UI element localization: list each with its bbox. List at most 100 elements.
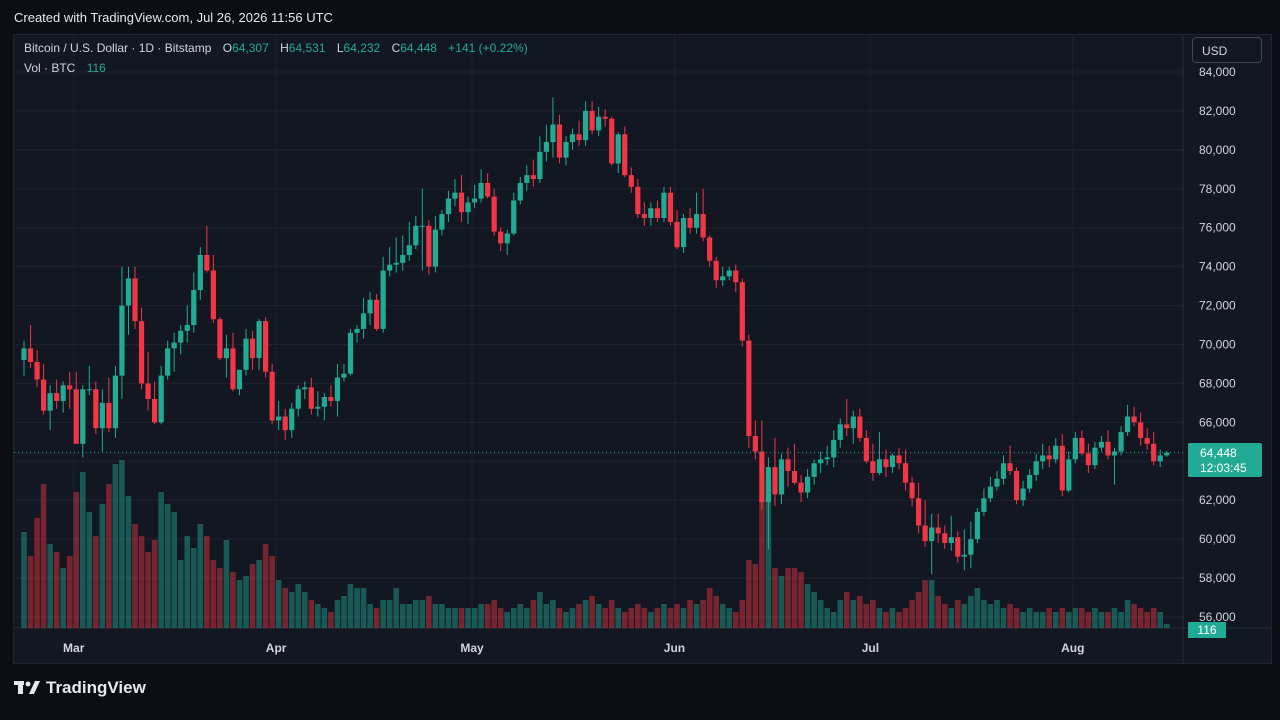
candle-body — [537, 151, 543, 180]
candle-body — [491, 196, 497, 232]
candle-body — [341, 373, 347, 378]
volume-bar — [217, 568, 223, 628]
volume-bar — [524, 608, 530, 628]
volume-bar — [1052, 612, 1059, 628]
volume-bar — [602, 608, 608, 628]
candle-body — [556, 124, 563, 158]
candle-body — [387, 264, 393, 271]
volume-bar — [935, 596, 941, 628]
candle-body — [661, 192, 667, 218]
volume-bar — [595, 604, 602, 628]
candle-body — [93, 389, 99, 429]
volume-bar — [1039, 612, 1046, 628]
volume-bar — [1085, 612, 1092, 628]
candle-body — [347, 332, 354, 374]
y-axis-tick-label: 78,000 — [1199, 182, 1236, 196]
candle-body — [1138, 422, 1144, 438]
footer — [0, 664, 1280, 720]
volume-bar — [184, 536, 191, 628]
volume-bar — [811, 592, 817, 628]
volume-bar — [804, 584, 811, 628]
volume-bar — [550, 600, 556, 628]
candle-body — [602, 116, 608, 119]
candle-body — [419, 225, 425, 227]
volume-bar — [393, 588, 400, 628]
volume-bar — [406, 604, 413, 628]
volume-bar — [954, 600, 961, 628]
candle-body — [249, 338, 256, 359]
candle-body — [400, 254, 406, 263]
candle-body — [733, 270, 739, 283]
volume-bar — [824, 608, 830, 628]
volume-bar — [876, 608, 883, 628]
volume-bar — [413, 600, 419, 628]
tradingview-logo-icon — [14, 681, 40, 694]
candle-body — [1144, 437, 1150, 444]
candle-body — [360, 313, 367, 329]
candle-body — [844, 424, 850, 429]
volume-bar — [164, 504, 171, 628]
open-value: 64,307 — [232, 41, 269, 55]
volume-bar — [1137, 608, 1144, 628]
last-volume-label: 116 — [1188, 622, 1226, 638]
candle-body — [439, 214, 445, 230]
x-axis-tick-label: Jul — [862, 641, 879, 655]
y-axis-tick-label: 80,000 — [1199, 143, 1236, 157]
volume-bar — [419, 600, 426, 628]
volume-legend: Vol · BTC 116 — [24, 61, 106, 75]
volume-bar — [719, 604, 726, 628]
candle-body — [432, 229, 438, 267]
candle-body — [785, 459, 791, 472]
currency-button[interactable]: USD — [1192, 37, 1262, 63]
candle-body — [1020, 488, 1026, 501]
volume-bar — [608, 600, 615, 628]
volume-label[interactable]: Vol · BTC — [24, 61, 76, 75]
volume-bar — [243, 576, 249, 628]
chart-frame[interactable] — [13, 34, 1272, 664]
volume-bar — [680, 608, 687, 628]
volume-bar — [883, 612, 889, 628]
volume-bar — [772, 568, 778, 628]
symbol-description[interactable]: Bitcoin / U.S. Dollar · 1D · Bitstamp — [24, 41, 212, 55]
volume-bar — [269, 556, 275, 628]
candle-body — [942, 533, 948, 544]
volume-bar — [491, 600, 497, 628]
change-value: +141 (+0.22%) — [448, 41, 528, 55]
volume-bar — [706, 588, 713, 628]
candle-body — [1033, 461, 1039, 475]
candle-body — [426, 225, 432, 267]
tradingview-logo[interactable]: TradingView — [14, 678, 146, 698]
candle-body — [700, 214, 706, 238]
volume-bar — [830, 612, 837, 628]
candle-body — [171, 342, 177, 349]
candle-body — [269, 371, 275, 421]
candle-body — [765, 467, 772, 503]
y-axis-tick-label: 74,000 — [1199, 260, 1236, 274]
volume-bar — [1131, 604, 1137, 628]
candle-body — [413, 225, 419, 246]
candle-body — [582, 110, 589, 141]
tradingview-brand-text: TradingView — [46, 678, 146, 697]
volume-bar — [386, 600, 393, 628]
volume-bar — [21, 532, 27, 628]
candle-body — [302, 387, 308, 390]
volume-bar — [308, 600, 315, 628]
x-axis-tick-label: May — [460, 641, 484, 655]
volume-bar — [1092, 608, 1098, 628]
volume-bar — [732, 612, 739, 628]
candle-body — [289, 408, 295, 431]
candle-body — [315, 406, 321, 409]
volume-bar — [1072, 608, 1079, 628]
candle-body — [184, 325, 190, 331]
volume-bar — [439, 604, 445, 628]
candle-body — [530, 175, 536, 180]
volume-bar — [726, 608, 733, 628]
candle-body — [524, 175, 530, 183]
candle-body — [563, 142, 569, 158]
volume-bar — [125, 496, 132, 628]
volume-bar — [981, 600, 987, 628]
volume-bar — [863, 604, 870, 628]
volume-bar — [589, 596, 595, 628]
candle-body — [739, 282, 745, 341]
